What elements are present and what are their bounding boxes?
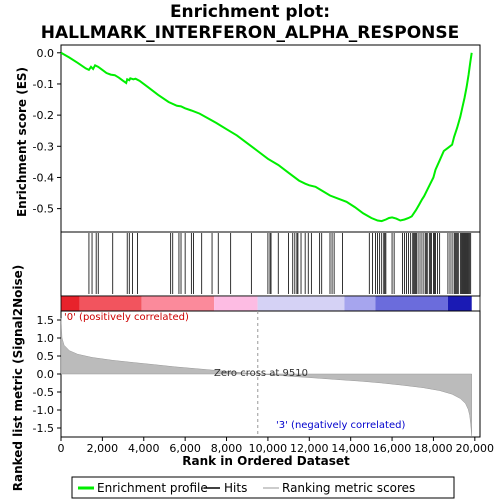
es-ytick-label: -0.5 bbox=[33, 203, 54, 216]
colorbar-segment bbox=[214, 296, 258, 311]
colorbar-segment bbox=[257, 296, 345, 311]
negative-label: '3' (negatively correlated) bbox=[276, 420, 405, 431]
colorbar-segment bbox=[447, 296, 472, 311]
xtick-label: 4,000 bbox=[128, 442, 160, 455]
colorbar-segment bbox=[141, 296, 215, 311]
metric-ytick-label: -1.0 bbox=[33, 404, 54, 417]
chart-title: Enrichment plot: bbox=[170, 2, 330, 22]
xtick-label: 6,000 bbox=[169, 442, 201, 455]
xtick-label: 12,000 bbox=[290, 442, 329, 455]
metric-ytick-label: 0.0 bbox=[37, 368, 55, 381]
legend-label-metric: Ranking metric scores bbox=[282, 481, 415, 495]
es-panel: 0.0 -0.1 -0.2 -0.3 -0.4 -0.5 bbox=[33, 44, 481, 233]
xtick-label: 0 bbox=[58, 442, 65, 455]
colorbar-segment bbox=[79, 296, 142, 311]
legend: Enrichment profile Hits Ranking metric s… bbox=[71, 476, 455, 499]
chart-subtitle: HALLMARK_INTERFERON_ALPHA_RESPONSE bbox=[41, 23, 460, 43]
zero-cross-label: Zero cross at 9510 bbox=[214, 368, 308, 379]
metric-ytick-label: -1.5 bbox=[33, 422, 54, 435]
x-axis-label: Rank in Ordered Dataset bbox=[182, 454, 350, 468]
metric-ytick-label: 1.0 bbox=[37, 332, 55, 345]
metric-panel: 1.5 1.0 0.5 0.0 -0.5 -1.0 -1.5 bbox=[33, 310, 481, 438]
es-ytick-label: -0.2 bbox=[33, 109, 54, 122]
colorbar-segment bbox=[375, 296, 448, 311]
xtick-label: 20,000 bbox=[456, 442, 495, 455]
legend-label-profile: Enrichment profile bbox=[97, 481, 208, 495]
es-profile-line bbox=[60, 51, 473, 223]
metric-ytick-label: 1.5 bbox=[37, 314, 55, 327]
es-ytick-label: -0.1 bbox=[33, 78, 54, 91]
positive-label: '0' (positively correlated) bbox=[64, 312, 189, 323]
metric-ytick-label: 0.5 bbox=[37, 350, 55, 363]
rank-colorbar bbox=[60, 295, 481, 312]
es-ytick-label: -0.4 bbox=[33, 171, 54, 184]
hits-panel bbox=[60, 231, 481, 297]
colorbar-segment bbox=[61, 296, 80, 311]
es-ytick-label: 0.0 bbox=[37, 47, 55, 60]
x-axis: 0 2,000 4,000 6,000 8,000 10,000 12,000 14,000 1… bbox=[58, 437, 495, 455]
metric-area bbox=[60, 318, 472, 436]
es-plot-frame bbox=[60, 44, 481, 233]
colorbar-segment bbox=[344, 296, 376, 311]
xtick-label: 8,000 bbox=[211, 442, 243, 455]
xtick-label: 10,000 bbox=[249, 442, 288, 455]
legend-label-hits: Hits bbox=[224, 481, 247, 495]
xtick-label: 18,000 bbox=[414, 442, 453, 455]
es-ylabel: Enrichment score (ES) bbox=[15, 67, 29, 217]
xtick-label: 2,000 bbox=[87, 442, 119, 455]
metric-ylabel: Ranked list metric (Signal2Noise) bbox=[11, 265, 25, 492]
es-ytick-label: -0.3 bbox=[33, 140, 54, 153]
metric-ytick-label: -0.5 bbox=[33, 386, 54, 399]
xtick-label: 16,000 bbox=[373, 442, 412, 455]
xtick-label: 14,000 bbox=[331, 442, 370, 455]
